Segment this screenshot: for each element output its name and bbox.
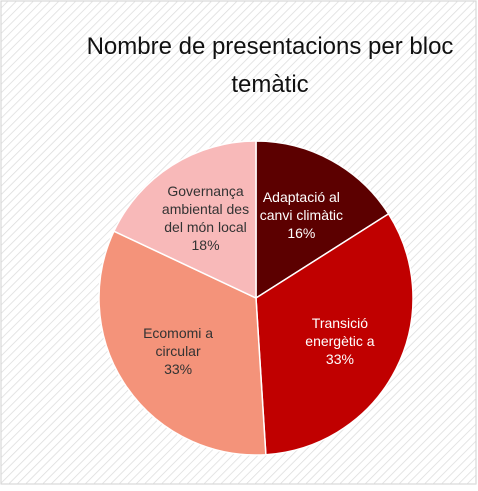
slice-label: Governança ambiental des del món local 18…	[156, 173, 256, 263]
value-label: 33%	[325, 350, 354, 367]
title-box: Nombre de presentacions per bloc temàtic	[86, 33, 454, 98]
value-label: 16%	[287, 225, 316, 242]
slice-label: Adaptació al canvi climàtic 16%	[251, 170, 351, 260]
category-label: Governança ambiental des del món local	[161, 183, 250, 236]
slice-label: Transició energètic a 33%	[290, 296, 390, 386]
pie-slice	[255, 212, 414, 456]
category-label: Ecomomi a circular	[143, 324, 214, 359]
category-label: Transició energètic a	[305, 314, 375, 349]
slice-label-box: Transició energètic a33%	[290, 296, 390, 386]
category-label: Adaptació al canvi climàtic	[259, 189, 343, 224]
pie-slice	[255, 140, 390, 300]
slice-label-box: Governança ambiental des del món local18…	[156, 173, 256, 263]
slice-label: Ecomomi a circular 33%	[128, 306, 228, 396]
pie-slice	[112, 140, 257, 300]
pie-slice	[98, 230, 267, 456]
value-label: 33%	[164, 360, 193, 377]
value-label: 18%	[191, 237, 220, 254]
chart-title: Nombre de presentacions per bloc temàtic	[86, 33, 454, 98]
